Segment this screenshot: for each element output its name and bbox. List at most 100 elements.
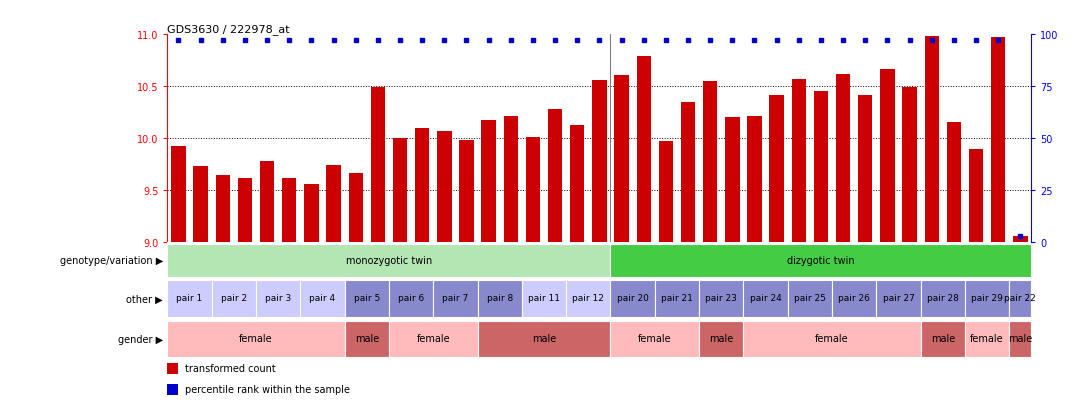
- Bar: [282, 178, 296, 243]
- Bar: [725, 118, 740, 243]
- Bar: [969, 150, 983, 243]
- Text: pair 1: pair 1: [176, 294, 203, 302]
- Text: pair 7: pair 7: [443, 294, 469, 302]
- Bar: [167, 321, 345, 357]
- Bar: [615, 76, 629, 243]
- Bar: [167, 281, 212, 317]
- Text: pair 4: pair 4: [309, 294, 336, 302]
- Bar: [300, 281, 345, 317]
- Bar: [610, 244, 1031, 277]
- Text: male: male: [1009, 333, 1032, 343]
- Bar: [858, 95, 873, 243]
- Text: percentile rank within the sample: percentile rank within the sample: [185, 385, 350, 394]
- Bar: [876, 281, 920, 317]
- Bar: [415, 128, 430, 243]
- Bar: [522, 281, 566, 317]
- Bar: [167, 384, 178, 395]
- Text: male: male: [710, 333, 733, 343]
- Bar: [477, 321, 610, 357]
- Bar: [345, 321, 389, 357]
- Text: pair 26: pair 26: [838, 294, 870, 302]
- Bar: [345, 281, 389, 317]
- Text: female: female: [417, 333, 450, 343]
- Bar: [654, 281, 699, 317]
- Text: pair 8: pair 8: [487, 294, 513, 302]
- Text: pair 25: pair 25: [794, 294, 826, 302]
- Bar: [703, 82, 717, 243]
- Text: GDS3630 / 222978_at: GDS3630 / 222978_at: [167, 24, 291, 35]
- Bar: [699, 321, 743, 357]
- Bar: [991, 38, 1005, 243]
- Text: pair 28: pair 28: [927, 294, 959, 302]
- Bar: [659, 142, 673, 243]
- Bar: [743, 321, 920, 357]
- Text: male: male: [531, 333, 556, 343]
- Text: pair 2: pair 2: [220, 294, 247, 302]
- Bar: [167, 363, 178, 374]
- Text: male: male: [931, 333, 955, 343]
- Text: transformed count: transformed count: [185, 363, 275, 373]
- Bar: [880, 69, 894, 243]
- Text: monozygotic twin: monozygotic twin: [346, 255, 432, 265]
- Bar: [389, 281, 433, 317]
- Bar: [747, 117, 761, 243]
- Bar: [1009, 281, 1031, 317]
- Bar: [193, 167, 207, 243]
- Text: female: female: [638, 333, 672, 343]
- Bar: [566, 281, 610, 317]
- Text: genotype/variation ▶: genotype/variation ▶: [59, 256, 163, 266]
- Bar: [592, 81, 607, 243]
- Bar: [526, 138, 540, 243]
- Bar: [920, 281, 964, 317]
- Bar: [167, 244, 610, 277]
- Text: pair 20: pair 20: [617, 294, 649, 302]
- Bar: [903, 88, 917, 243]
- Bar: [836, 75, 850, 243]
- Bar: [787, 281, 832, 317]
- Bar: [256, 281, 300, 317]
- Bar: [305, 185, 319, 243]
- Text: other ▶: other ▶: [126, 294, 163, 304]
- Text: female: female: [239, 333, 273, 343]
- Bar: [964, 281, 1009, 317]
- Bar: [260, 162, 274, 243]
- Text: pair 22: pair 22: [1004, 294, 1036, 302]
- Bar: [393, 139, 407, 243]
- Text: pair 5: pair 5: [353, 294, 380, 302]
- Bar: [1013, 237, 1027, 243]
- Bar: [370, 88, 386, 243]
- Text: pair 29: pair 29: [971, 294, 1003, 302]
- Bar: [389, 321, 477, 357]
- Bar: [477, 281, 522, 317]
- Bar: [610, 321, 699, 357]
- Bar: [437, 132, 451, 243]
- Bar: [1009, 321, 1031, 357]
- Bar: [947, 122, 961, 243]
- Bar: [769, 95, 784, 243]
- Bar: [570, 126, 584, 243]
- Bar: [433, 281, 477, 317]
- Text: female: female: [815, 333, 849, 343]
- Text: gender ▶: gender ▶: [118, 334, 163, 344]
- Bar: [813, 92, 828, 243]
- Bar: [482, 120, 496, 243]
- Bar: [680, 102, 696, 243]
- Text: female: female: [970, 333, 1004, 343]
- Bar: [743, 281, 787, 317]
- Bar: [238, 178, 252, 243]
- Text: male: male: [354, 333, 379, 343]
- Text: dizygotic twin: dizygotic twin: [787, 255, 854, 265]
- Bar: [216, 176, 230, 243]
- Bar: [610, 281, 654, 317]
- Bar: [459, 141, 474, 243]
- Bar: [212, 281, 256, 317]
- Bar: [503, 117, 518, 243]
- Bar: [964, 321, 1009, 357]
- Bar: [349, 173, 363, 243]
- Bar: [792, 80, 806, 243]
- Bar: [699, 281, 743, 317]
- Bar: [326, 166, 341, 243]
- Text: pair 27: pair 27: [882, 294, 915, 302]
- Text: pair 23: pair 23: [705, 294, 738, 302]
- Bar: [924, 37, 939, 243]
